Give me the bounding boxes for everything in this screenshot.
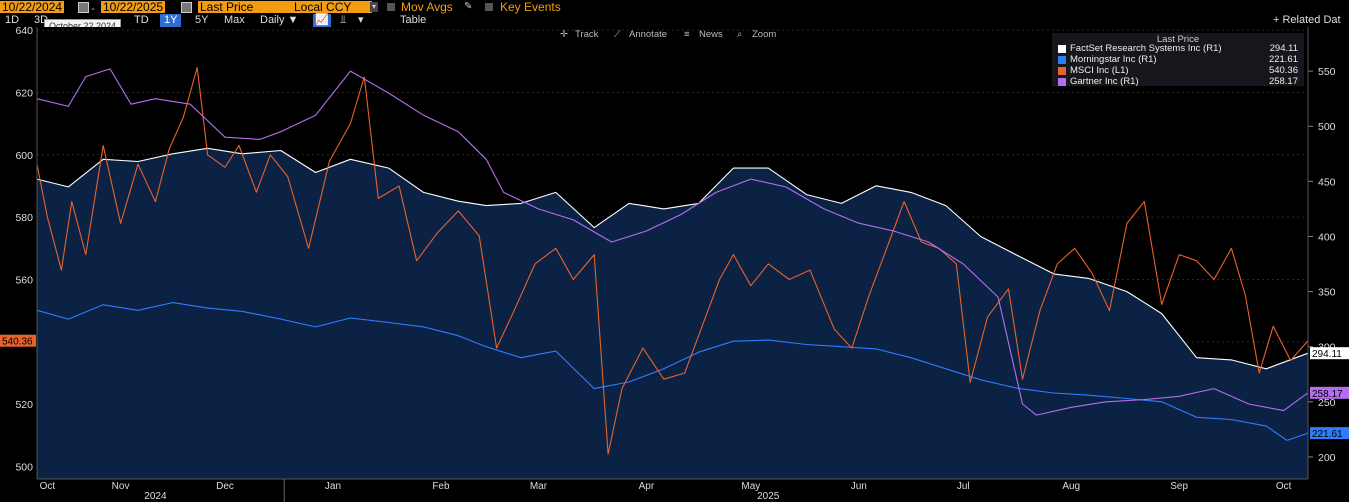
gartner-value-tag: 258.17 bbox=[1312, 389, 1343, 400]
left-tick-label: 640 bbox=[15, 25, 33, 37]
legend-item[interactable]: FactSet Research Systems Inc (R1) 294.11 bbox=[1056, 43, 1300, 54]
date-separator: - bbox=[91, 1, 95, 15]
range-ytd-button[interactable]: TD bbox=[134, 14, 149, 26]
legend-name: Gartner Inc (R1) bbox=[1070, 76, 1139, 87]
series-line-1 bbox=[36, 302, 1309, 441]
range-toolbar: 1D 3D TD 1Y 5Y Max Daily ▼ 📈 ⫫ ▾ Table +… bbox=[0, 14, 1349, 27]
month-tick-label: Oct bbox=[40, 481, 56, 492]
right-tick-label: 400 bbox=[1318, 231, 1336, 243]
legend-name: FactSet Research Systems Inc (R1) bbox=[1070, 43, 1222, 54]
legend-value: 221.61 bbox=[1268, 54, 1298, 65]
series-line-2 bbox=[36, 66, 1309, 455]
track-icon[interactable]: ✛ bbox=[560, 29, 568, 40]
series-line-3 bbox=[36, 68, 1309, 416]
calendar-icon[interactable] bbox=[181, 2, 192, 13]
key-events-checkbox[interactable] bbox=[485, 3, 493, 11]
right-tick-label: 450 bbox=[1318, 176, 1336, 188]
month-tick-label: Jan bbox=[325, 481, 341, 492]
right-tick-label: 250 bbox=[1318, 397, 1336, 409]
range-max-button[interactable]: Max bbox=[224, 14, 245, 26]
right-tick-label: 350 bbox=[1318, 287, 1336, 299]
legend-item[interactable]: Gartner Inc (R1) 258.17 bbox=[1056, 76, 1300, 87]
right-tick-label: 500 bbox=[1318, 121, 1336, 133]
month-tick-label: Jul bbox=[957, 481, 970, 492]
range-1y-button[interactable]: 1Y bbox=[160, 14, 182, 27]
left-tick-label: 580 bbox=[15, 212, 33, 224]
zoom-icon[interactable]: ⌕ bbox=[737, 29, 743, 40]
legend-item[interactable]: MSCI Inc (L1) 540.36 bbox=[1056, 65, 1300, 76]
left-tick-label: 560 bbox=[15, 274, 33, 286]
end-date-field[interactable]: 10/22/2025 bbox=[101, 0, 166, 14]
month-tick-label: Apr bbox=[639, 481, 655, 492]
start-date-field[interactable]: 10/22/2024 bbox=[0, 0, 65, 14]
month-tick-label: Sep bbox=[1170, 481, 1188, 492]
chart-legend: Last Price FactSet Research Systems Inc … bbox=[1052, 33, 1304, 87]
year-tick-label: 2024 bbox=[144, 491, 167, 502]
news-icon[interactable]: ≡ bbox=[684, 29, 690, 40]
legend-title: Last Price bbox=[1156, 34, 1200, 45]
calendar-icon[interactable] bbox=[78, 2, 89, 13]
range-5y-button[interactable]: 5Y bbox=[195, 14, 209, 26]
mov-avgs-label[interactable]: Mov Avgs bbox=[401, 0, 453, 14]
series-area-0 bbox=[37, 148, 1308, 480]
month-tick-label: Aug bbox=[1062, 481, 1080, 492]
annotate-button[interactable]: Annotate bbox=[629, 29, 668, 40]
legend-value: 294.11 bbox=[1269, 43, 1298, 54]
month-tick-label: Jun bbox=[851, 481, 867, 492]
mov-avgs-checkbox[interactable] bbox=[387, 3, 395, 11]
legend-item[interactable]: Morningstar Inc (R1) 221.61 bbox=[1056, 54, 1300, 65]
left-tick-label: 620 bbox=[15, 87, 33, 99]
legend-value: 258.17 bbox=[1268, 76, 1298, 87]
year-tick-label: 2025 bbox=[757, 491, 780, 502]
msci-value-tag: 540.36 bbox=[2, 337, 33, 348]
pencil-icon[interactable]: ✎ bbox=[464, 1, 473, 12]
month-tick-label: Feb bbox=[432, 481, 450, 492]
month-tick-label: Mar bbox=[530, 481, 548, 492]
right-tick-label: 200 bbox=[1318, 452, 1336, 464]
legend-swatch bbox=[1058, 78, 1066, 86]
annotate-icon[interactable]: ⟋ bbox=[614, 29, 621, 40]
key-events-label[interactable]: Key Events bbox=[500, 0, 561, 14]
month-tick-label: Dec bbox=[216, 481, 234, 492]
msci-value-tag-bg bbox=[0, 334, 36, 347]
currency-select[interactable]: Local CCY bbox=[292, 1, 372, 13]
factset-value-tag: 294.11 bbox=[1312, 349, 1342, 360]
factset-value-tag-bg bbox=[1310, 347, 1349, 360]
left-tick-label: 520 bbox=[15, 399, 33, 411]
left-tick-label: 600 bbox=[15, 150, 33, 162]
legend-swatch bbox=[1058, 56, 1066, 64]
month-tick-label: Nov bbox=[112, 481, 130, 492]
table-button[interactable]: Table bbox=[400, 14, 427, 26]
top-toolbar: 10/22/2024 - 10/22/2025 Last Price Local… bbox=[0, 0, 1349, 15]
field-select[interactable]: Last Price bbox=[198, 1, 294, 13]
bar-chart-icon[interactable]: ⫫ bbox=[340, 14, 347, 26]
legend-swatch bbox=[1058, 45, 1066, 53]
related-data-button[interactable]: + Related Dat bbox=[1273, 14, 1341, 26]
chart-type-arrow-icon[interactable]: ▾ bbox=[358, 14, 364, 26]
legend-swatch bbox=[1058, 67, 1066, 75]
period-select[interactable]: Daily ▼ bbox=[260, 14, 299, 26]
legend-name: MSCI Inc (L1) bbox=[1070, 65, 1129, 76]
dropdown-arrow-icon[interactable]: ▾ bbox=[370, 2, 378, 12]
left-tick-label: 500 bbox=[15, 462, 33, 474]
morningstar-value-tag: 221.61 bbox=[1312, 429, 1343, 440]
news-button[interactable]: News bbox=[699, 29, 723, 40]
range-1d-button[interactable]: 1D bbox=[5, 14, 20, 26]
month-tick-label: May bbox=[741, 481, 760, 492]
month-tick-label: Oct bbox=[1276, 481, 1292, 492]
zoom-button[interactable]: Zoom bbox=[752, 29, 777, 40]
morningstar-value-tag-bg bbox=[1310, 427, 1349, 440]
gartner-value-tag-bg bbox=[1310, 386, 1349, 399]
legend-value: 540.36 bbox=[1268, 65, 1298, 76]
right-tick-label: 550 bbox=[1318, 66, 1336, 78]
line-chart-icon[interactable]: 📈 bbox=[313, 14, 331, 27]
legend-name: Morningstar Inc (R1) bbox=[1070, 54, 1157, 65]
track-button[interactable]: Track bbox=[575, 29, 599, 40]
